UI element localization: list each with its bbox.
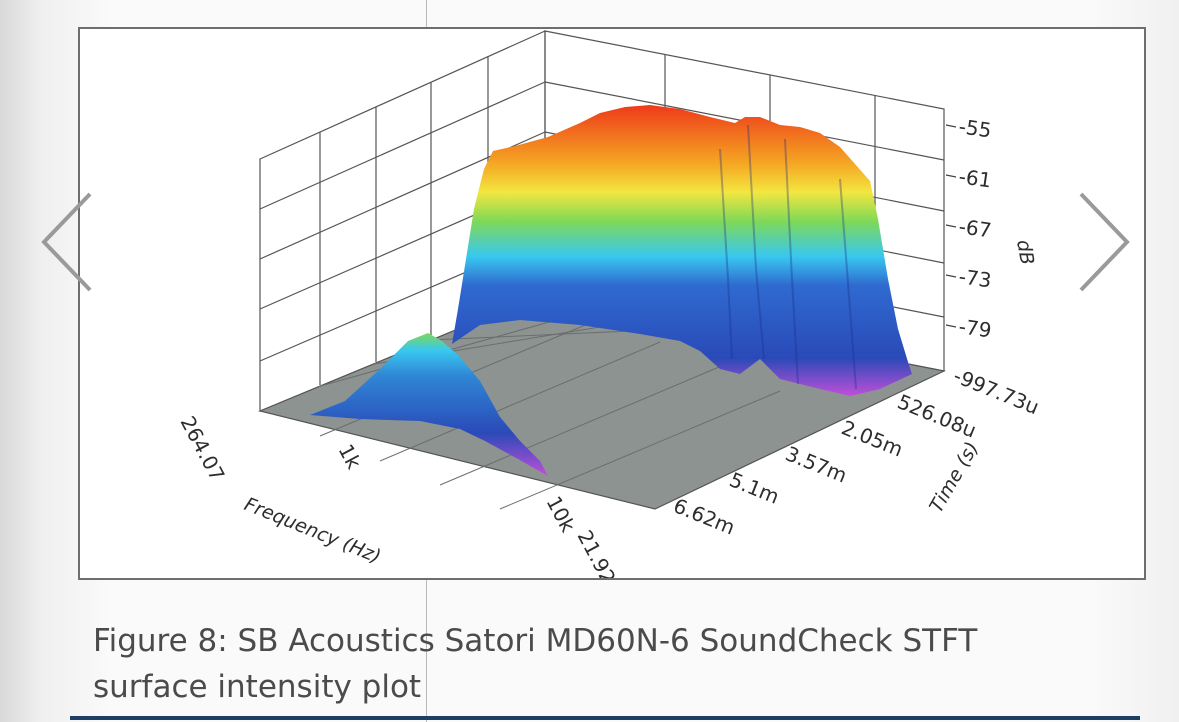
- surface-ridges: [719, 124, 857, 390]
- time-tick-label: 6.62m: [670, 493, 738, 539]
- z-tick-label: -61: [957, 164, 993, 192]
- time-tick-label: 526.08u: [894, 389, 980, 442]
- main-energy-surface: [452, 105, 912, 396]
- chevron-left-icon: [41, 192, 92, 292]
- frequency-tick-label: 264.07: [176, 412, 230, 485]
- bottom-divider: [70, 716, 1140, 720]
- time-tick-label: 3.57m: [782, 441, 850, 487]
- z-axis-ticks: -55 -61 -67 -73 -79: [945, 114, 993, 342]
- z-tick-label: -55: [957, 114, 993, 142]
- z-tick-mark: [945, 324, 957, 328]
- z-tick-mark: [945, 274, 957, 278]
- time-tick-label: -997.73u: [950, 363, 1042, 419]
- time-tick-label: 5.1m: [726, 467, 783, 508]
- z-tick-label: -79: [957, 314, 993, 342]
- caption-line-1: Figure 8: SB Acoustics Satori MD60N-6 So…: [93, 623, 978, 659]
- caption-line-2: surface intensity plot: [93, 669, 422, 705]
- figure-caption: Figure 8: SB Acoustics Satori MD60N-6 So…: [93, 618, 1093, 710]
- low-frequency-peak: [310, 333, 548, 476]
- frequency-tick-label: 21.92k: [573, 526, 627, 578]
- z-tick-label: -67: [957, 214, 993, 242]
- time-tick-label: 2.05m: [838, 415, 906, 461]
- stft-surface-plot: -55 -61 -67 -73 -79 -997.73u526.08u2.05m3.57…: [176, 30, 1042, 578]
- previous-slide-button[interactable]: [36, 190, 96, 294]
- z-tick-mark: [945, 224, 957, 228]
- z-tick-mark: [945, 174, 957, 178]
- frequency-tick-label: 1k: [334, 440, 367, 473]
- next-slide-button[interactable]: [1075, 190, 1135, 294]
- z-axis-title: dB: [1012, 238, 1038, 267]
- chevron-right-icon: [1079, 192, 1130, 292]
- z-tick-mark: [945, 124, 957, 128]
- z-tick-label: -73: [957, 264, 993, 292]
- time-axis-title: Time (s): [925, 438, 983, 516]
- chart-frame: -55 -61 -67 -73 -79 -997.73u 526.08u 2.05m 3.57…: [78, 27, 1146, 580]
- frequency-axis-title: Frequency (Hz): [241, 493, 384, 568]
- frequency-tick-label: 10k: [542, 492, 581, 536]
